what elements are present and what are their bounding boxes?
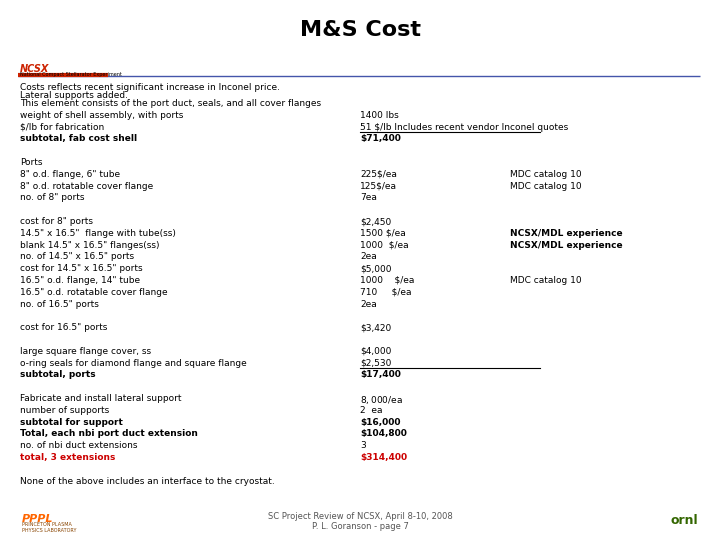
Text: 1000  $/ea: 1000 $/ea	[360, 241, 409, 249]
Text: $2,450: $2,450	[360, 217, 391, 226]
Text: 51 $/lb Includes recent vendor Inconel quotes: 51 $/lb Includes recent vendor Inconel q…	[360, 123, 568, 132]
Text: $71,400: $71,400	[360, 134, 401, 144]
Text: 3: 3	[360, 441, 366, 450]
Text: 1500 $/ea: 1500 $/ea	[360, 229, 406, 238]
Text: Total, each nbi port duct extension: Total, each nbi port duct extension	[20, 429, 198, 438]
Text: None of the above includes an interface to the cryostat.: None of the above includes an interface …	[20, 477, 275, 485]
Text: number of supports: number of supports	[20, 406, 109, 415]
Text: no. of 8" ports: no. of 8" ports	[20, 193, 84, 202]
Text: $/lb for fabrication: $/lb for fabrication	[20, 123, 104, 132]
Text: 16.5" o.d. rotatable cover flange: 16.5" o.d. rotatable cover flange	[20, 288, 168, 297]
Text: NCSX: NCSX	[20, 64, 50, 74]
Text: 16.5" o.d. flange, 14" tube: 16.5" o.d. flange, 14" tube	[20, 276, 140, 285]
Text: $17,400: $17,400	[360, 370, 401, 380]
Text: subtotal for support: subtotal for support	[20, 417, 123, 427]
Text: subtotal, fab cost shell: subtotal, fab cost shell	[20, 134, 137, 144]
Text: $3,420: $3,420	[360, 323, 391, 332]
Text: no. of 14.5" x 16.5" ports: no. of 14.5" x 16.5" ports	[20, 252, 134, 261]
Text: total, 3 extensions: total, 3 extensions	[20, 453, 115, 462]
Text: Lateral supports added.: Lateral supports added.	[20, 91, 128, 100]
Text: blank 14.5" x 16.5" flanges(ss): blank 14.5" x 16.5" flanges(ss)	[20, 241, 160, 249]
Text: NCSX/MDL experience: NCSX/MDL experience	[510, 241, 623, 249]
Text: ornl: ornl	[670, 514, 698, 527]
Text: Fabricate and install lateral support: Fabricate and install lateral support	[20, 394, 181, 403]
Text: weight of shell assembly, with ports: weight of shell assembly, with ports	[20, 111, 184, 120]
Text: MDC catalog 10: MDC catalog 10	[510, 181, 582, 191]
Text: 710     $/ea: 710 $/ea	[360, 288, 412, 297]
Text: 1000    $/ea: 1000 $/ea	[360, 276, 415, 285]
Text: MDC catalog 10: MDC catalog 10	[510, 276, 582, 285]
Text: PPPL: PPPL	[22, 514, 53, 524]
Text: Costs reflects recent significant increase in Inconel price.: Costs reflects recent significant increa…	[20, 83, 280, 92]
Text: $8,000$/ea: $8,000$/ea	[360, 394, 402, 406]
Text: PRINCETON PLASMA
PHYSICS LABORATORY: PRINCETON PLASMA PHYSICS LABORATORY	[22, 522, 76, 533]
Text: MDC catalog 10: MDC catalog 10	[510, 170, 582, 179]
Text: 14.5" x 16.5"  flange with tube(ss): 14.5" x 16.5" flange with tube(ss)	[20, 229, 176, 238]
Text: 2  ea: 2 ea	[360, 406, 382, 415]
Text: $16,000: $16,000	[360, 417, 400, 427]
Text: National Compact Stellarator Experiment: National Compact Stellarator Experiment	[20, 72, 122, 77]
Text: $104,800: $104,800	[360, 429, 407, 438]
Text: no. of nbi duct extensions: no. of nbi duct extensions	[20, 441, 138, 450]
Text: M&S Cost: M&S Cost	[300, 20, 420, 40]
Text: no. of 16.5" ports: no. of 16.5" ports	[20, 300, 99, 308]
Text: $4,000: $4,000	[360, 347, 392, 356]
Text: $2,530: $2,530	[360, 359, 392, 368]
Text: o-ring seals for diamond flange and square flange: o-ring seals for diamond flange and squa…	[20, 359, 247, 368]
Text: 2ea: 2ea	[360, 252, 377, 261]
Text: 8" o.d. rotatable cover flange: 8" o.d. rotatable cover flange	[20, 181, 153, 191]
Text: 2ea: 2ea	[360, 300, 377, 308]
Text: cost for 14.5" x 16.5" ports: cost for 14.5" x 16.5" ports	[20, 264, 143, 273]
Text: subtotal, ports: subtotal, ports	[20, 370, 96, 380]
Text: Ports: Ports	[20, 158, 42, 167]
Text: 225$/ea: 225$/ea	[360, 170, 397, 179]
Text: SC Project Review of NCSX, April 8-10, 2008
P. L. Goranson - page 7: SC Project Review of NCSX, April 8-10, 2…	[268, 512, 452, 531]
Text: cost for 8" ports: cost for 8" ports	[20, 217, 93, 226]
Text: $314,400: $314,400	[360, 453, 407, 462]
Text: 125$/ea: 125$/ea	[360, 181, 397, 191]
Text: This element consists of the port duct, seals, and all cover flanges: This element consists of the port duct, …	[20, 99, 321, 108]
Text: 8" o.d. flange, 6" tube: 8" o.d. flange, 6" tube	[20, 170, 120, 179]
Text: 7ea: 7ea	[360, 193, 377, 202]
Text: large square flange cover, ss: large square flange cover, ss	[20, 347, 151, 356]
Text: NCSX/MDL experience: NCSX/MDL experience	[510, 229, 623, 238]
Text: 1400 lbs: 1400 lbs	[360, 111, 399, 120]
Text: $5,000: $5,000	[360, 264, 392, 273]
Text: cost for 16.5" ports: cost for 16.5" ports	[20, 323, 107, 332]
